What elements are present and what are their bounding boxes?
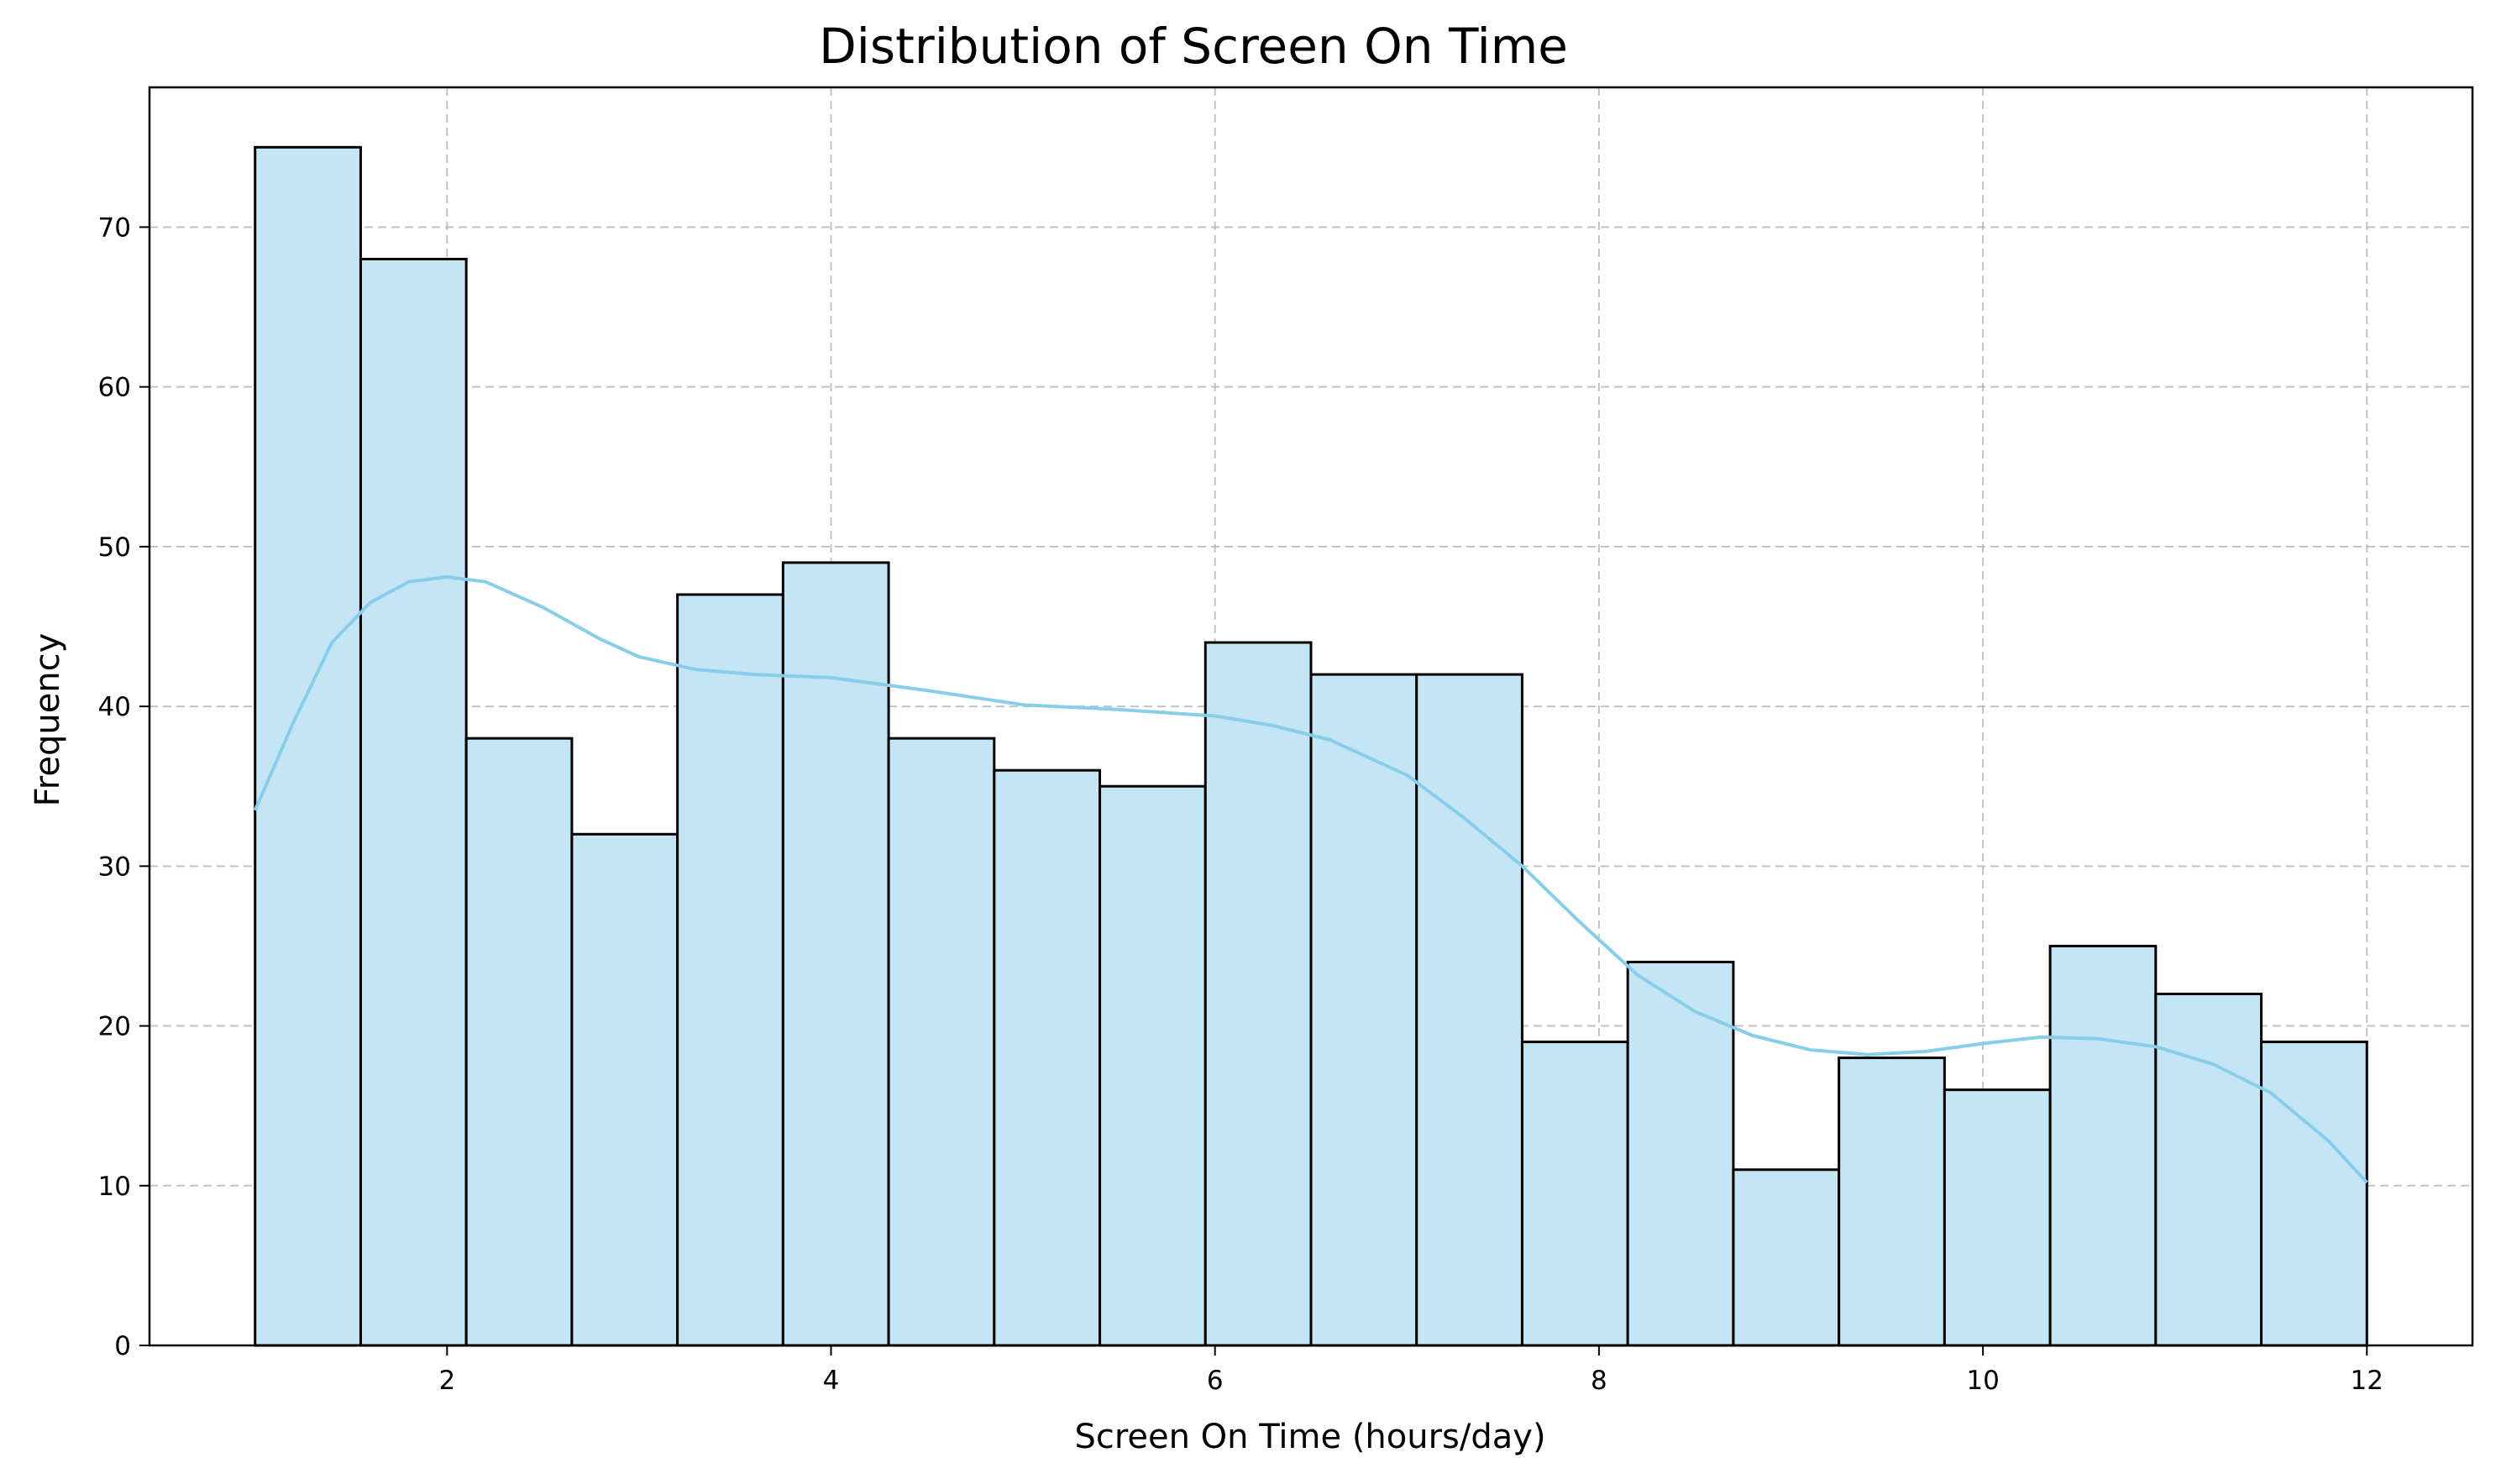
histogram-bar: [887, 737, 996, 1347]
y-tick-label: 30: [98, 852, 131, 882]
x-tick-label: 4: [823, 1366, 840, 1396]
histogram-bar: [1626, 960, 1735, 1347]
histogram-bar: [1943, 1088, 2052, 1347]
x-axis-label: Screen On Time (hours/day): [1074, 1418, 1545, 1456]
chart-title: Distribution of Screen On Time: [819, 18, 1568, 75]
x-tick-label: 12: [2351, 1366, 2383, 1396]
histogram-bar: [1732, 1168, 1841, 1347]
y-tick-label: 10: [98, 1172, 131, 1202]
histogram-bar: [254, 145, 362, 1347]
y-tick-label: 20: [98, 1012, 131, 1042]
histogram-bar: [1309, 673, 1418, 1347]
y-tick-label: 60: [98, 373, 131, 403]
histogram-bar: [2154, 993, 2263, 1347]
histogram-bar: [1203, 641, 1313, 1347]
axis-ticks: 2 4 6 8 10 12 0 10 20 30 40 50 60 70: [98, 212, 2383, 1396]
y-axis-label: Frequency: [29, 633, 67, 807]
histogram-bar: [1099, 784, 1207, 1347]
histogram-bar: [993, 768, 1102, 1347]
histogram-bar: [1838, 1057, 1946, 1347]
histogram-bar: [676, 593, 784, 1347]
x-tick-label: 8: [1591, 1366, 1607, 1396]
histogram-bar: [1520, 1041, 1629, 1347]
kde-curve: [253, 575, 2368, 1184]
histogram-bar: [464, 737, 574, 1347]
x-tick-label: 10: [1966, 1366, 1999, 1396]
y-tick-label: 70: [98, 212, 131, 243]
histogram-bar: [2260, 1041, 2368, 1347]
axes-frame: [148, 86, 2474, 1347]
histogram-bar: [359, 257, 468, 1347]
histogram-bar: [570, 832, 679, 1347]
histogram-bar: [1415, 673, 1523, 1347]
histogram-bars: [254, 145, 2368, 1347]
x-tick-label: 6: [1207, 1366, 1224, 1396]
x-tick-label: 2: [438, 1366, 455, 1396]
y-tick-label: 0: [114, 1331, 131, 1361]
y-tick-label: 40: [98, 692, 131, 722]
histogram-bar: [781, 561, 890, 1347]
histogram-bar: [2048, 944, 2158, 1347]
y-tick-label: 50: [98, 532, 131, 563]
